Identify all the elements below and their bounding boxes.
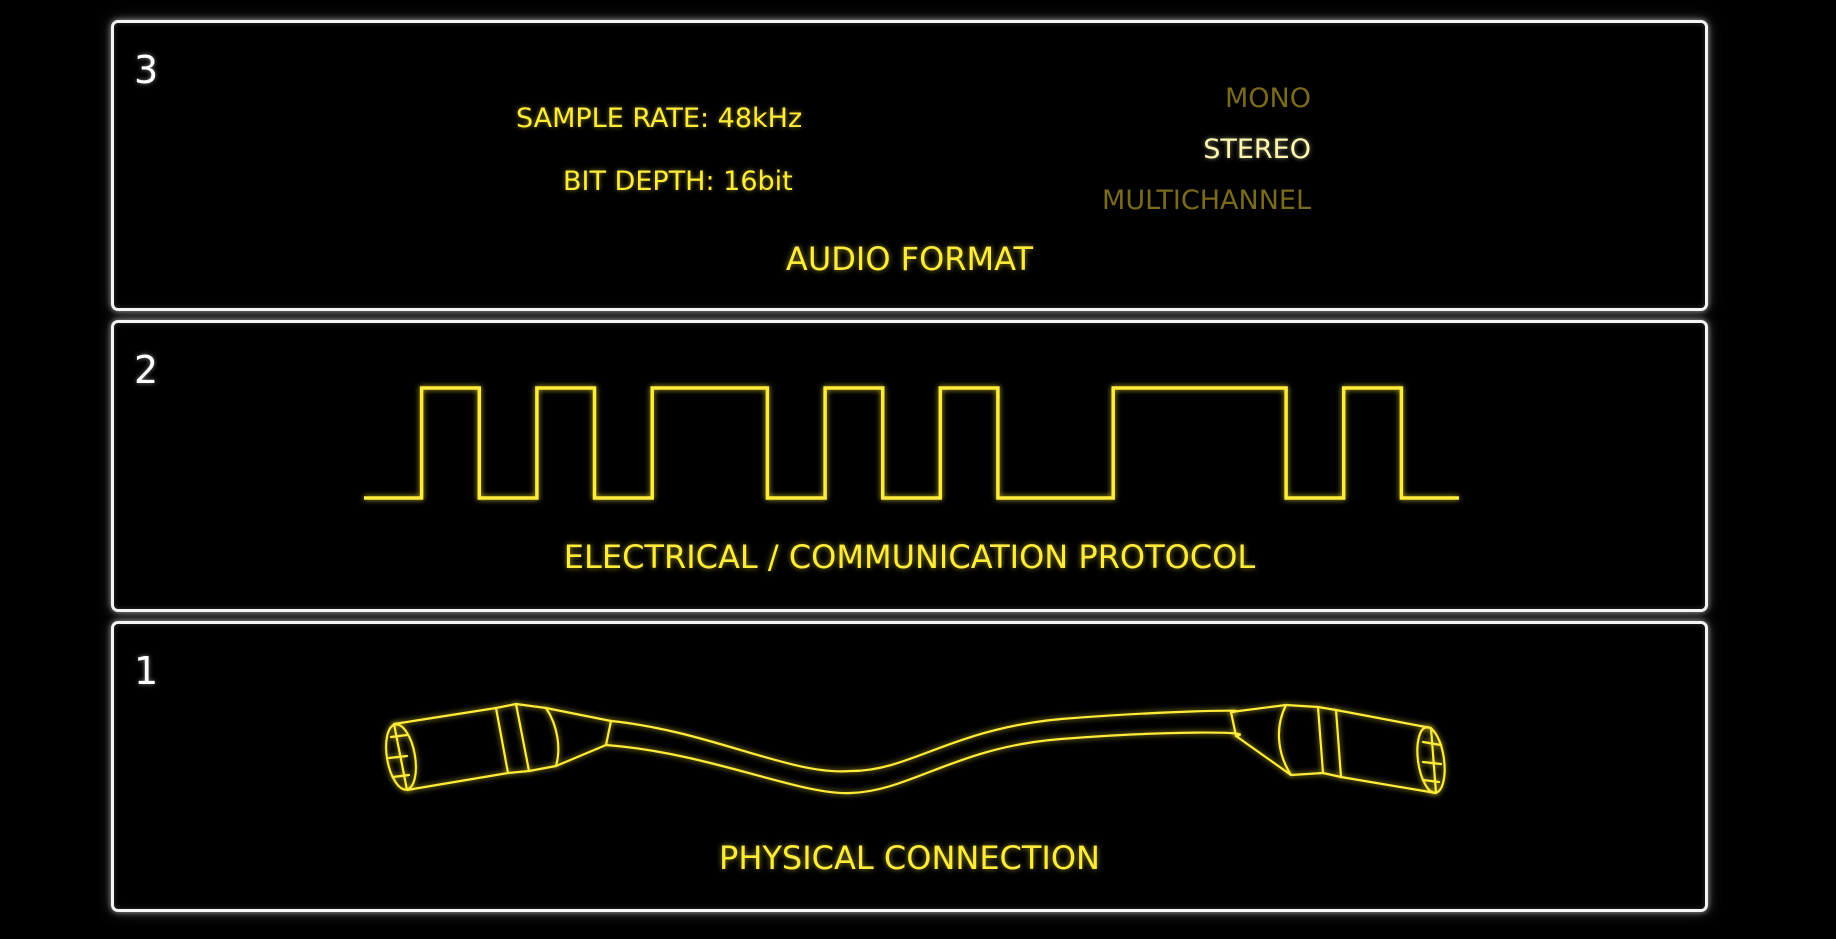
electrical-protocol-layer: 2 ELECTRICAL / COMMUNICATION PROTOCOL — [111, 320, 1708, 612]
channel-option-mono: MONO — [1225, 83, 1311, 114]
channel-options: MONO STEREO MULTICHANNEL — [1102, 85, 1311, 214]
square-wave-signal — [364, 386, 1459, 500]
physical-connection-layer: 1 PHYSICAL CONNECTION — [111, 621, 1708, 912]
layer-number: 1 — [134, 649, 159, 693]
layer-number: 3 — [134, 48, 159, 92]
layer-caption: ELECTRICAL / COMMUNICATION PROTOCOL — [563, 538, 1256, 576]
layer-caption: PHYSICAL CONNECTION — [719, 839, 1100, 877]
audio-format-layer: 3 SAMPLE RATE: 48kHz BIT DEPTH: 16bit MO… — [111, 20, 1708, 311]
left-xlr-connector — [384, 702, 613, 792]
layer-number: 2 — [134, 348, 159, 392]
digital-waveform — [364, 386, 1459, 500]
xlr-cable-icon — [384, 702, 1446, 795]
bit-depth-label: BIT DEPTH: 16bit — [563, 166, 793, 197]
right-xlr-connector — [1229, 703, 1446, 795]
sample-rate-label: SAMPLE RATE: 48kHz — [516, 103, 803, 134]
channel-option-stereo: STEREO — [1203, 134, 1311, 165]
layer-caption: AUDIO FORMAT — [785, 240, 1034, 278]
channel-option-multichannel: MULTICHANNEL — [1102, 185, 1311, 216]
